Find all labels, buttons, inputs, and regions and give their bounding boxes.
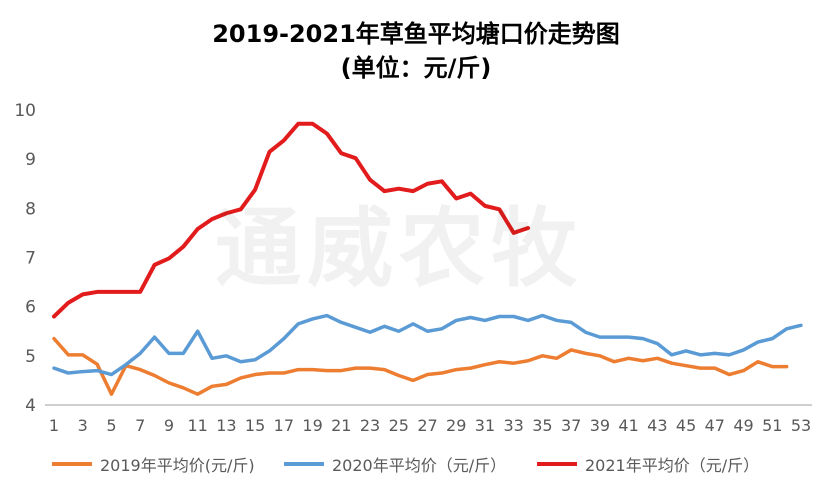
x-tick-label: 53 [791, 416, 811, 435]
x-tick-label: 39 [590, 416, 610, 435]
watermark-text: 通威农牧 [215, 199, 583, 299]
x-tick-label: 47 [705, 416, 725, 435]
x-tick-label: 51 [762, 416, 782, 435]
y-tick-labels: 4 5 6 7 8 9 10 [14, 101, 36, 416]
x-tick-label: 19 [302, 416, 322, 435]
y-tick-label: 9 [25, 150, 36, 170]
x-tick-labels: 1 3 5 7 9 11 13 15 17 19 21 23 25 27 29 31 33 35 37 39 41 43 4… [49, 416, 811, 435]
chart-subtitle: (单位：元/斤) [340, 54, 492, 82]
x-tick-label: 41 [618, 416, 638, 435]
legend-item-2021: 2021年平均价（元/斤） [537, 452, 759, 476]
legend-item-2020: 2020年平均价（元/斤） [284, 452, 506, 476]
legend-label-2020: 2020年平均价（元/斤） [332, 456, 507, 475]
x-tick-label: 3 [78, 416, 88, 435]
series-line-2019 [52, 336, 789, 396]
series-line-2021 [52, 121, 531, 319]
x-tick-label: 21 [331, 416, 351, 435]
y-tick-label: 4 [25, 396, 36, 416]
series-line-2020 [52, 313, 803, 377]
x-tick-label: 15 [245, 416, 265, 435]
legend-swatch-2020 [284, 462, 324, 466]
x-tick-label: 23 [360, 416, 380, 435]
x-tick-label: 13 [216, 416, 236, 435]
x-tick-label: 25 [389, 416, 409, 435]
x-tick-label: 7 [135, 416, 145, 435]
series-lines [52, 121, 803, 396]
x-tick-label: 5 [106, 416, 116, 435]
y-tick-label: 6 [25, 298, 36, 318]
legend-swatch-2021 [537, 462, 577, 466]
x-tick-label: 17 [274, 416, 294, 435]
chart-title: 2019-2021年草鱼平均塘口价走势图 [212, 20, 620, 48]
y-tick-label: 7 [25, 249, 36, 269]
x-tick-label: 1 [49, 416, 59, 435]
x-tick-label: 9 [164, 416, 174, 435]
x-tick-label: 31 [475, 416, 495, 435]
legend-label-2019: 2019年平均价(元/斤) [100, 456, 255, 475]
legend-label-2021: 2021年平均价（元/斤） [585, 456, 760, 475]
x-tick-label: 45 [676, 416, 696, 435]
x-tick-label: 29 [446, 416, 466, 435]
y-tick-label: 5 [25, 347, 36, 367]
x-tick-label: 33 [504, 416, 524, 435]
x-tick-label: 37 [561, 416, 581, 435]
legend-swatch-2019 [52, 462, 92, 466]
x-tick-label: 35 [532, 416, 552, 435]
x-tick-label: 11 [187, 416, 207, 435]
x-tick-label: 49 [733, 416, 753, 435]
x-tick-label: 27 [417, 416, 437, 435]
y-tick-label: 8 [25, 199, 36, 219]
x-tick-label: 43 [647, 416, 667, 435]
y-tick-label: 10 [14, 101, 36, 121]
legend-item-2019: 2019年平均价(元/斤) [52, 452, 255, 476]
